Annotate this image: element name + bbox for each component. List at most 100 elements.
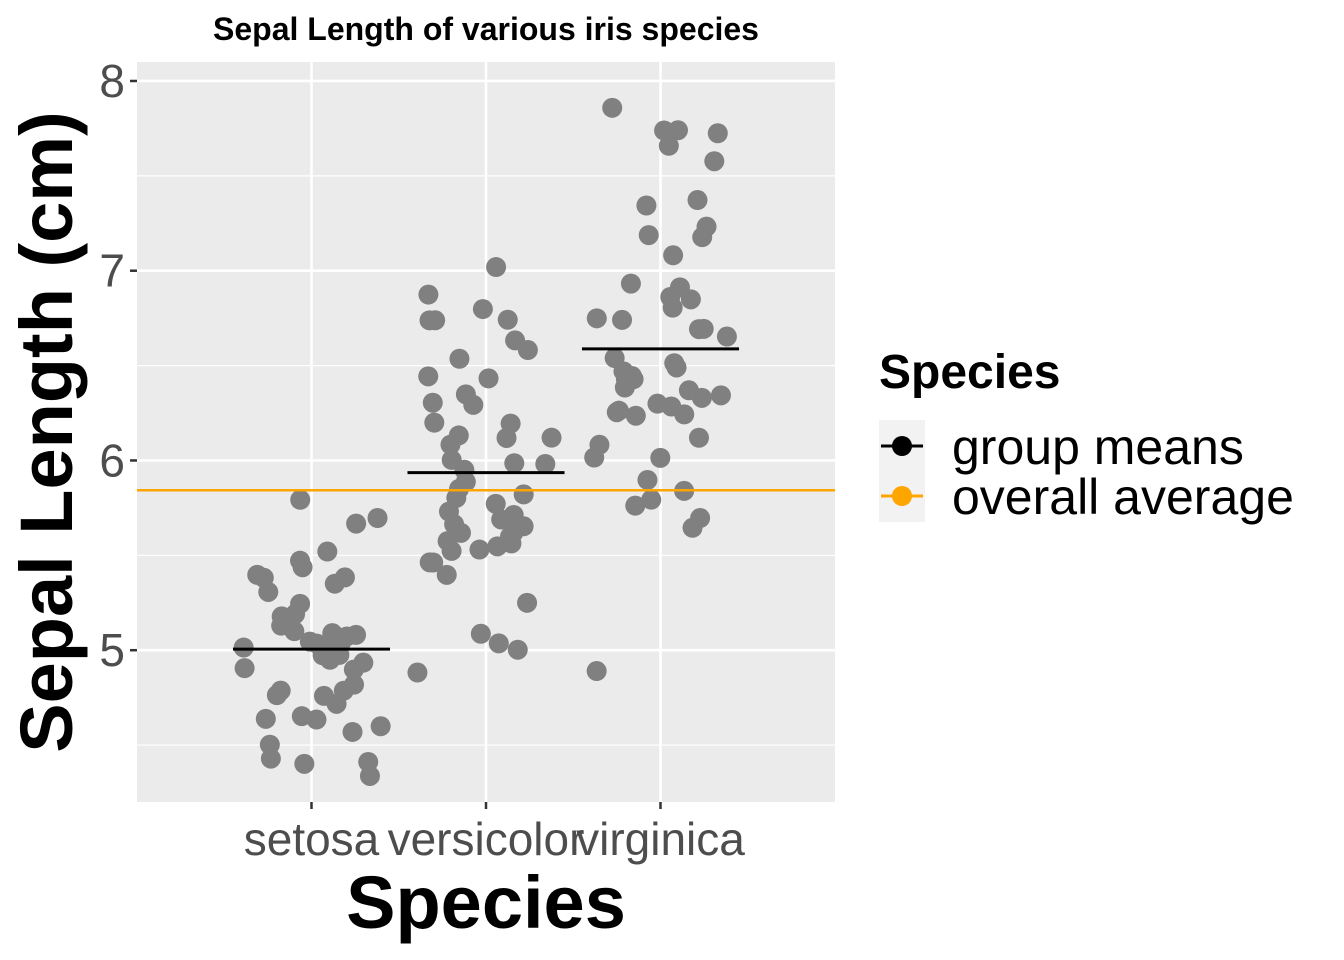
data-point (255, 708, 276, 729)
data-point (613, 361, 634, 382)
y-tick-label: 6 (99, 434, 125, 486)
data-point (313, 685, 334, 706)
data-point (541, 427, 562, 448)
data-point (424, 412, 445, 433)
data-point (500, 413, 521, 434)
data-point (259, 734, 280, 755)
y-axis: 5 6 7 8 (99, 55, 137, 676)
legend-key-background (879, 420, 925, 522)
data-point (586, 661, 607, 682)
data-point (346, 513, 367, 534)
data-point (688, 319, 709, 340)
data-point (707, 123, 728, 144)
data-point (504, 453, 525, 474)
data-point (454, 459, 475, 480)
data-point (589, 434, 610, 455)
data-point (662, 297, 683, 318)
data-point (654, 120, 675, 141)
legend-title: Species (879, 346, 1060, 399)
data-point (658, 135, 679, 156)
data-point (472, 299, 493, 320)
y-tick-label: 7 (99, 245, 125, 297)
data-point (688, 427, 709, 448)
data-point (367, 508, 388, 529)
data-point (233, 637, 254, 658)
data-point (507, 639, 528, 660)
data-point (710, 385, 731, 406)
data-point (422, 392, 443, 413)
y-tick-label: 8 (99, 55, 125, 107)
data-point (696, 216, 717, 237)
data-point (448, 425, 469, 446)
data-point (488, 633, 509, 654)
data-point (436, 564, 457, 585)
x-tick-label: versicolor (388, 813, 585, 865)
data-point (266, 685, 287, 706)
data-point (535, 453, 556, 474)
data-point (517, 340, 538, 361)
data-point (455, 384, 476, 405)
legend-key-point (892, 436, 912, 456)
data-point (625, 495, 646, 516)
legend-item-label: group means (952, 419, 1244, 475)
data-point (343, 659, 364, 680)
data-point (470, 623, 491, 644)
data-point (344, 674, 365, 695)
data-point (290, 593, 311, 614)
chart-title: Sepal Length of various iris species (213, 11, 759, 47)
x-axis-title: Species (346, 861, 626, 944)
data-point (513, 484, 534, 505)
data-point (606, 402, 627, 423)
data-point (650, 447, 671, 468)
data-point (503, 504, 524, 525)
data-point (487, 536, 508, 557)
x-tick-label: virginica (576, 813, 745, 865)
data-point (641, 489, 662, 510)
data-point (271, 615, 292, 636)
data-point (486, 257, 507, 278)
legend-item-label: overall average (952, 469, 1294, 525)
data-point (418, 284, 439, 305)
data-point (407, 662, 428, 683)
data-point (682, 517, 703, 538)
y-tick-label: 5 (99, 624, 125, 676)
data-point (258, 581, 279, 602)
data-point (324, 573, 345, 594)
data-point (358, 751, 379, 772)
data-point (674, 404, 695, 425)
data-point (667, 120, 688, 141)
data-point (418, 366, 439, 387)
data-point (444, 514, 465, 535)
legend-key-point (892, 486, 912, 506)
data-point (290, 489, 311, 510)
data-point (637, 469, 658, 490)
data-point (497, 309, 518, 330)
data-point (704, 151, 725, 172)
data-point (419, 310, 440, 331)
data-point (638, 225, 659, 246)
data-point (290, 550, 311, 571)
x-tick-label: setosa (244, 813, 380, 865)
data-point (664, 353, 685, 374)
data-point (485, 493, 506, 514)
data-point (602, 97, 623, 118)
data-point (291, 706, 312, 727)
data-point (663, 245, 684, 266)
data-point (687, 190, 708, 211)
data-point (716, 326, 737, 347)
data-point (612, 309, 633, 330)
data-point (370, 716, 391, 737)
data-point (478, 368, 499, 389)
data-point (647, 393, 668, 414)
data-point (346, 624, 367, 645)
data-point (469, 539, 490, 560)
data-point (234, 658, 255, 679)
data-point (317, 541, 338, 562)
data-point (669, 277, 690, 298)
data-point (636, 195, 657, 216)
data-point (441, 540, 462, 561)
data-point (299, 631, 320, 652)
